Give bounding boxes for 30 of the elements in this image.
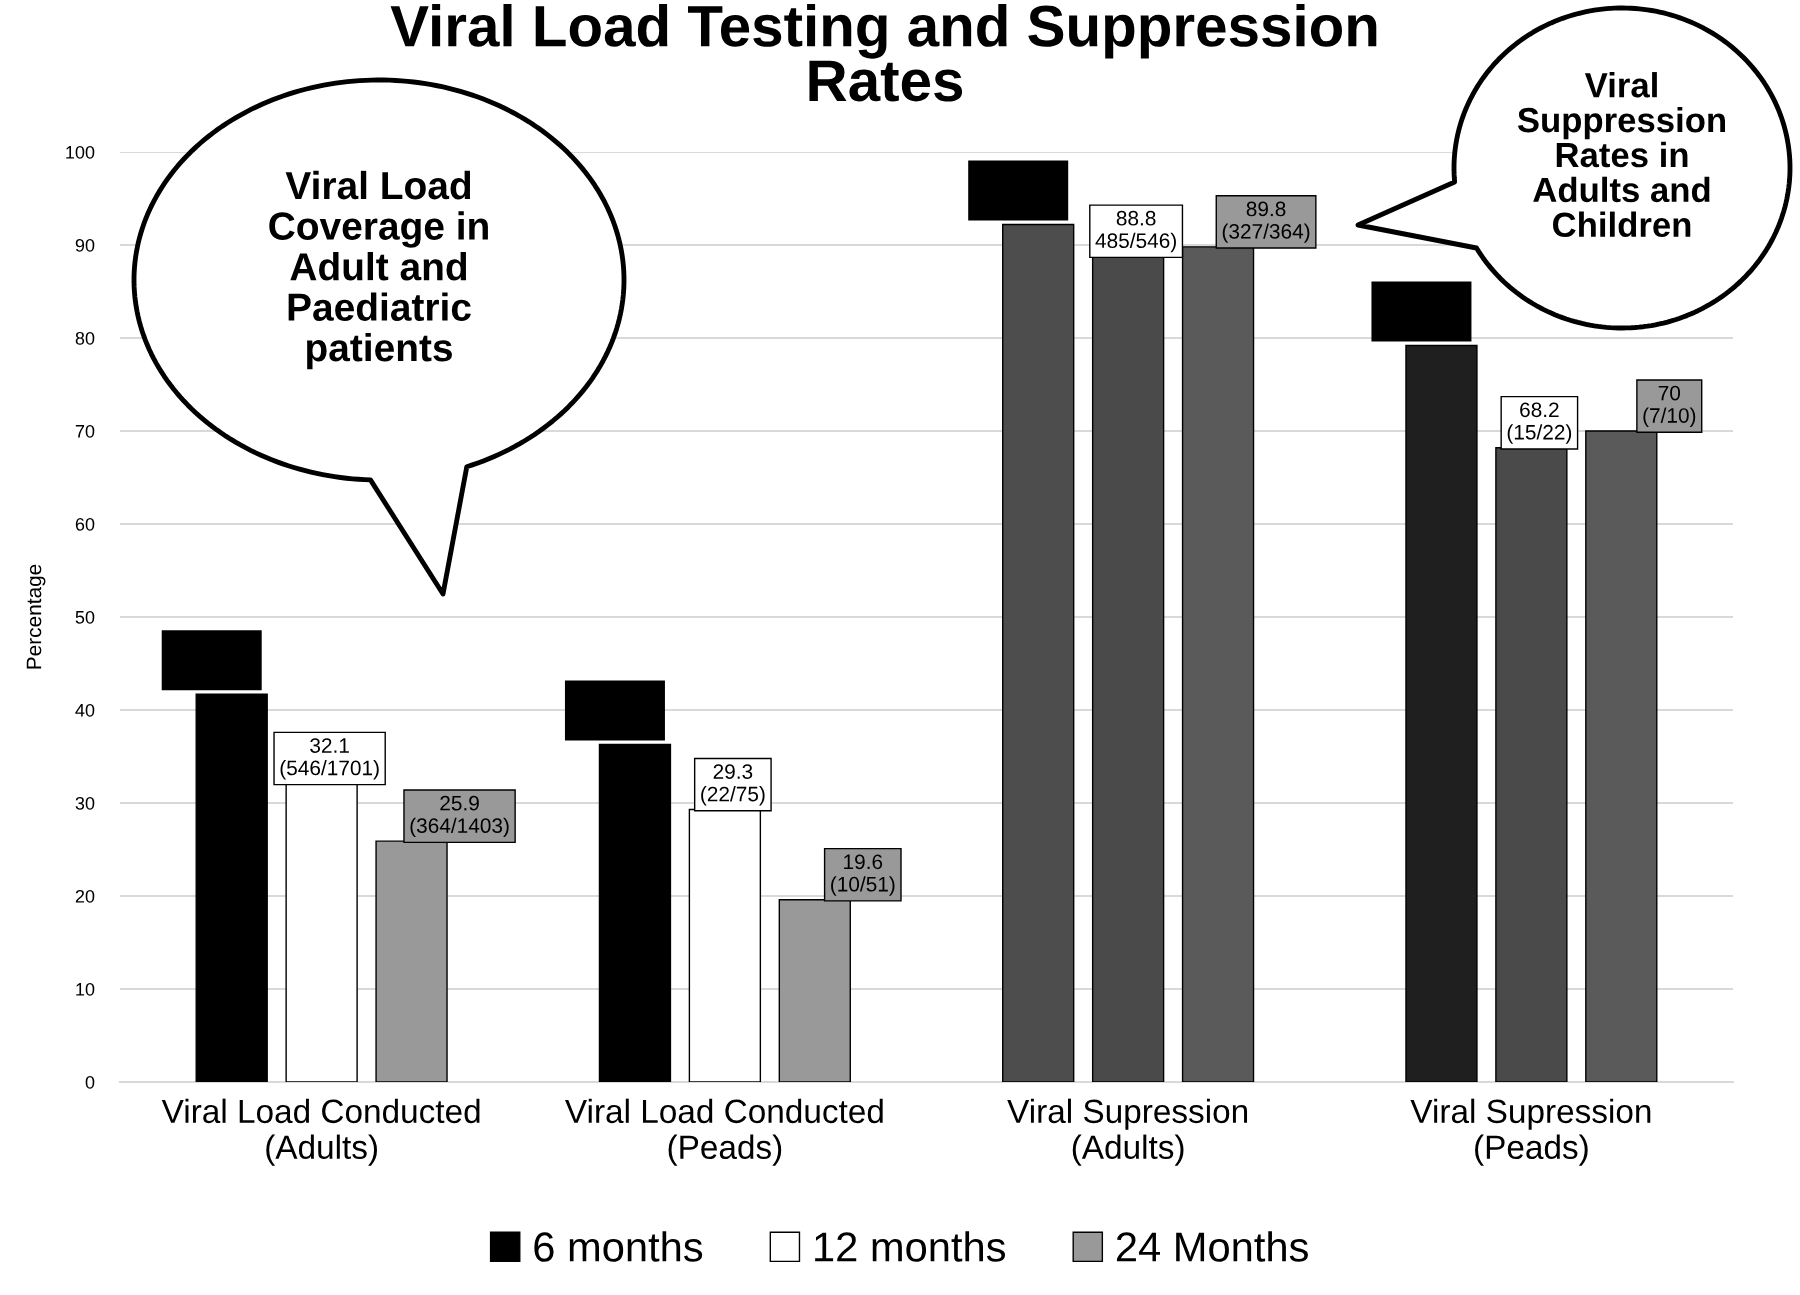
annotation: Viral Suppression Rates in Adults and Children	[1517, 72, 1726, 238]
legend-label: 12 months	[815, 1231, 1006, 1262]
x-tick-label: Viral Load Conducted (Adults)	[161, 1098, 480, 1166]
legend-label: 6 months	[534, 1231, 703, 1262]
x-tick-label: Viral Load Conducted (Peads)	[565, 1098, 883, 1166]
data-label: 25.9 (364/1403)	[410, 795, 509, 838]
x-tick-label: Viral Supression (Peads)	[1410, 1098, 1651, 1166]
y-tick-label: 60	[75, 517, 95, 531]
data-label: 68.2 (15/22)	[1507, 402, 1572, 444]
y-axis-title: Percentage	[26, 564, 46, 669]
chart-title: Viral Load Testing and Suppression Rates	[390, 4, 1377, 102]
x-tick-label: Viral Supression (Adults)	[1007, 1098, 1248, 1166]
legend-label: 24 Months	[1116, 1231, 1308, 1262]
y-tick-label: 90	[75, 238, 95, 252]
data-label: 29.3 (22/75)	[701, 764, 765, 806]
y-tick-label: 40	[75, 703, 95, 717]
y-tick-label: 70	[75, 424, 95, 438]
data-label: 32.1 (546/1701)	[280, 738, 379, 780]
y-tick-label: 30	[75, 796, 95, 810]
y-tick-label: 0	[85, 1075, 95, 1089]
data-label: 70 (7/10)	[1643, 385, 1696, 427]
y-tick-label: 10	[76, 982, 95, 996]
data-label: 89.8 (327/364)	[1222, 201, 1310, 243]
y-tick-label: 80	[75, 331, 95, 345]
y-tick-label: 50	[75, 610, 95, 624]
y-tick-label: 20	[75, 889, 95, 903]
annotation: Viral Load Coverage in Adult and Paediatric patients	[269, 170, 488, 370]
data-label: 88.8 485/546)	[1095, 210, 1176, 253]
y-tick-label: 100	[66, 145, 95, 159]
data-label: 19.6 (10/51)	[831, 854, 895, 896]
